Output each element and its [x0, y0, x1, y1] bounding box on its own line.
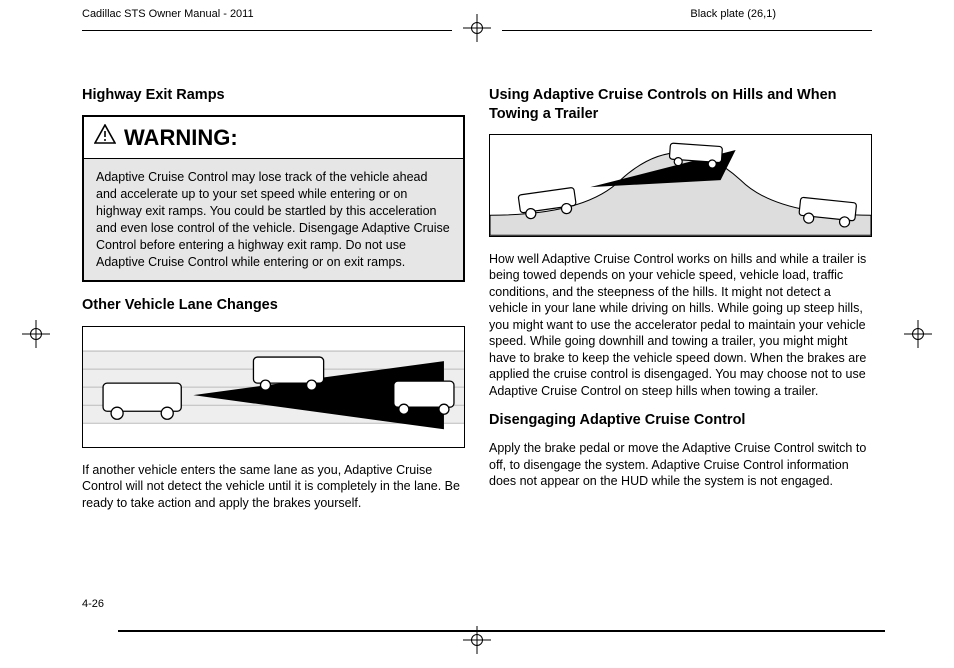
footer-rule-left	[118, 630, 885, 632]
warning-box: WARNING: Adaptive Cruise Control may los…	[82, 115, 465, 282]
left-column: Highway Exit Ramps WARNING: Adaptive Cru…	[82, 86, 465, 628]
disengaging-paragraph: Apply the brake pedal or move the Adapti…	[489, 440, 872, 490]
heading-other-lane-changes: Other Vehicle Lane Changes	[82, 296, 465, 315]
crop-mark-top	[463, 14, 491, 42]
figure-hills	[489, 134, 872, 236]
page-body: Highway Exit Ramps WARNING: Adaptive Cru…	[82, 86, 872, 628]
header-rule	[82, 30, 872, 31]
warning-body-text: Adaptive Cruise Control may lose track o…	[84, 159, 463, 280]
heading-disengaging: Disengaging Adaptive Cruise Control	[489, 411, 872, 430]
page-number: 4-26	[82, 597, 104, 612]
lane-change-paragraph: If another vehicle enters the same lane …	[82, 462, 465, 512]
header-left-text: Cadillac STS Owner Manual - 2011	[82, 8, 254, 20]
crop-mark-right	[904, 320, 932, 348]
warning-label: WARNING:	[124, 123, 238, 152]
right-column: Using Adaptive Cruise Controls on Hills …	[489, 86, 872, 628]
figure-lane-change	[82, 326, 465, 448]
heading-hills-trailer: Using Adaptive Cruise Controls on Hills …	[489, 86, 872, 124]
warning-triangle-icon	[94, 124, 116, 151]
hills-paragraph: How well Adaptive Cruise Control works o…	[489, 251, 872, 400]
heading-highway-exit-ramps: Highway Exit Ramps	[82, 86, 465, 105]
warning-header: WARNING:	[84, 117, 463, 159]
crop-mark-left	[22, 320, 50, 348]
header-right-text: Black plate (26,1)	[690, 8, 776, 20]
